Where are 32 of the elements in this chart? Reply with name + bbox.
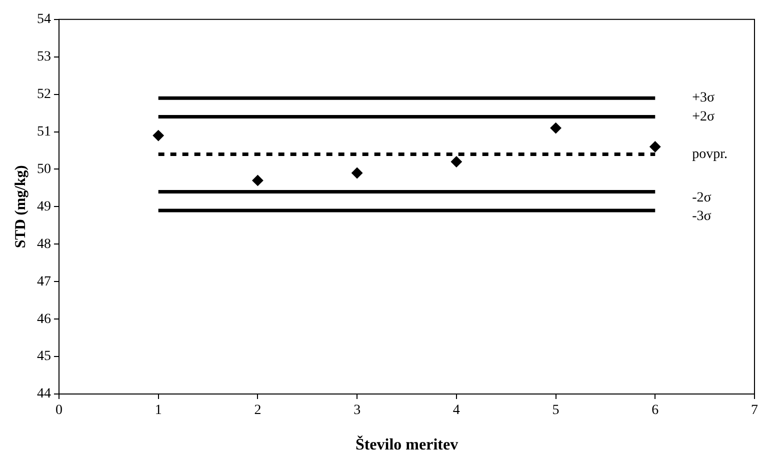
x-tick-label: 7: [751, 403, 758, 418]
y-tick-label: 54: [37, 12, 51, 28]
y-tick-label: 50: [37, 162, 51, 177]
x-tick-label: 4: [452, 403, 460, 418]
text: -3σ: [692, 209, 712, 224]
point: [650, 141, 661, 152]
y-tick-label: 49: [37, 199, 51, 214]
y-tick-label: 45: [37, 349, 51, 364]
y-tick-label: 46: [37, 312, 51, 327]
x-tick-label: 6: [652, 403, 659, 418]
point: [450, 156, 462, 168]
point: [550, 122, 562, 134]
x-tick-label: 2: [254, 403, 262, 418]
text: -2σ: [692, 190, 712, 206]
text: povpr.: [692, 146, 728, 162]
text: +3σ: [692, 90, 716, 106]
point: [252, 174, 264, 186]
y-tick-label: 51: [37, 124, 51, 140]
point: [352, 167, 363, 178]
x-tick-label: 5: [552, 403, 560, 418]
x-axis-title: Število meritev: [355, 436, 458, 454]
y-axis-title: STD (mg/kg): [12, 165, 29, 248]
y-tick-label: 48: [37, 236, 51, 252]
y-tick-label: 47: [37, 274, 51, 290]
x-tick-label: 0: [56, 403, 62, 418]
x-tick-label: 3: [354, 403, 361, 418]
text: +2σ: [692, 109, 716, 124]
point: [152, 130, 164, 142]
y-tick-label: 52: [37, 86, 51, 102]
x-tick-label: 1: [154, 403, 162, 418]
y-tick-label: 53: [37, 50, 51, 65]
y-tick-label: 44: [37, 386, 51, 402]
